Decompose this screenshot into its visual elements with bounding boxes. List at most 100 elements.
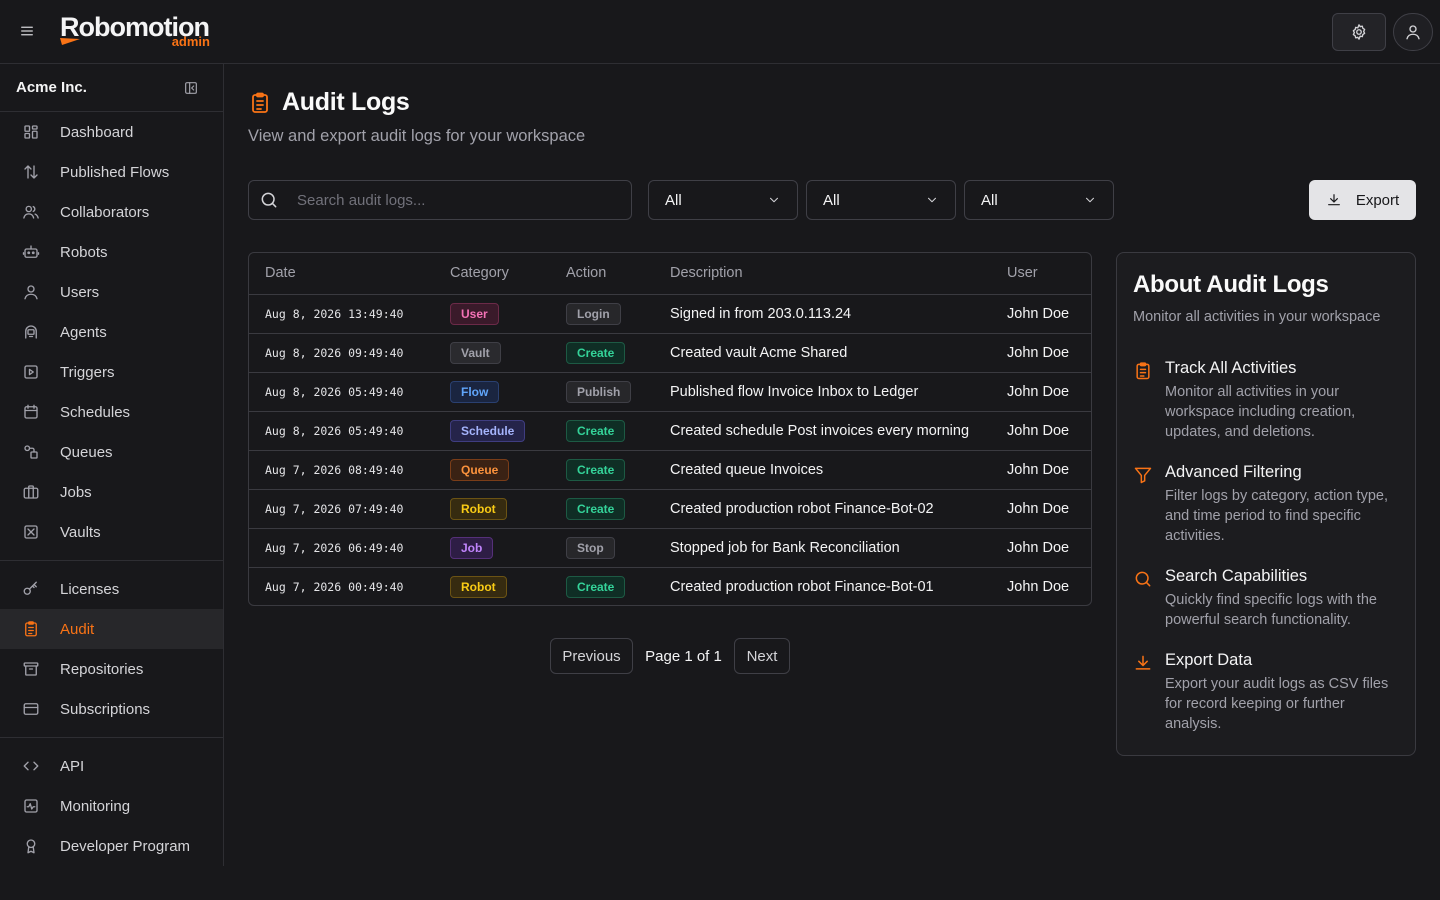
- sidebar-item-triggers[interactable]: Triggers: [0, 352, 223, 392]
- action-badge: Publish: [566, 380, 632, 403]
- search-box[interactable]: [248, 180, 632, 220]
- action-cell: Create: [550, 567, 654, 605]
- description-cell: Created vault Acme Shared: [654, 333, 991, 373]
- logo[interactable]: Robomotion admin: [60, 12, 220, 52]
- gear-icon: [1350, 23, 1368, 41]
- sidebar-item-api[interactable]: API: [0, 746, 223, 786]
- action-filter-select[interactable]: All: [806, 180, 956, 220]
- sidebar-item-label: Robots: [60, 243, 108, 261]
- date-cell: Aug 8, 2026 13:49:40: [249, 294, 434, 334]
- settings-button[interactable]: [1332, 13, 1386, 51]
- feature-description: Filter logs by category, action type, an…: [1165, 488, 1388, 544]
- sidebar-item-robots[interactable]: Robots: [0, 232, 223, 272]
- user-icon: [22, 283, 40, 301]
- column-header-date: Date: [249, 253, 434, 295]
- archive-icon: [22, 660, 40, 678]
- dashboard-icon: [22, 123, 40, 141]
- search-icon: [259, 190, 279, 210]
- download-icon: [1326, 192, 1342, 208]
- action-cell: Create: [550, 411, 654, 451]
- sidebar-item-schedules[interactable]: Schedules: [0, 392, 223, 432]
- org-name[interactable]: Acme Inc.: [16, 79, 87, 96]
- sidebar-item-licenses[interactable]: Licenses: [0, 569, 223, 609]
- user-menu-button[interactable]: [1393, 13, 1433, 51]
- action-badge: Create: [566, 575, 626, 598]
- export-button[interactable]: Export: [1309, 180, 1416, 220]
- sidebar-item-published-flows[interactable]: Published Flows: [0, 152, 223, 192]
- action-cell: Login: [550, 294, 654, 334]
- category-cell: Flow: [434, 372, 550, 412]
- briefcase-icon: [22, 483, 40, 501]
- about-panel: About Audit Logs Monitor all activities …: [1116, 252, 1416, 756]
- sidebar-item-label: Audit: [60, 620, 95, 638]
- feature-title: Advanced Filtering: [1165, 463, 1302, 481]
- table-row[interactable]: Aug 7, 2026 08:49:40 Queue Create Created q…: [249, 450, 1091, 490]
- about-subtitle: Monitor all activities in your workspace: [1133, 309, 1381, 325]
- about-title: About Audit Logs: [1133, 271, 1329, 298]
- table-row[interactable]: Aug 8, 2026 05:49:40 Schedule Create Create…: [249, 411, 1091, 451]
- logo-text: Robomotion: [60, 12, 210, 42]
- sidebar-item-subscriptions[interactable]: Subscriptions: [0, 689, 223, 729]
- sidebar-item-collaborators[interactable]: Collaborators: [0, 192, 223, 232]
- credit-card-icon: [22, 700, 40, 718]
- feature-title: Track All Activities: [1165, 359, 1297, 377]
- feature-title: Export Data: [1165, 651, 1253, 669]
- category-badge: User: [450, 302, 499, 325]
- sidebar-item-label: Collaborators: [60, 203, 150, 221]
- chevron-down-icon: [925, 193, 939, 207]
- table-row[interactable]: Aug 7, 2026 00:49:40 Robot Create Created p…: [249, 567, 1091, 605]
- sidebar-item-label: Monitoring: [60, 797, 131, 815]
- category-badge: Flow: [450, 380, 500, 403]
- category-cell: Vault: [434, 333, 550, 373]
- category-cell: User: [434, 294, 550, 334]
- category-badge: Schedule: [450, 419, 526, 442]
- filter-icon: [1133, 463, 1153, 546]
- nav-divider: [0, 560, 223, 561]
- sidebar-item-monitoring[interactable]: Monitoring: [0, 786, 223, 826]
- column-header-category: Category: [434, 253, 550, 295]
- table-row[interactable]: Aug 8, 2026 13:49:40 User Login Signed in f…: [249, 294, 1091, 334]
- category-cell: Queue: [434, 450, 550, 490]
- action-cell: Create: [550, 489, 654, 529]
- sidebar-item-vaults[interactable]: Vaults: [0, 512, 223, 552]
- description-cell: Created queue Invoices: [654, 450, 991, 490]
- description-cell: Created production robot Finance-Bot-02: [654, 489, 991, 529]
- sidebar-item-audit[interactable]: Audit: [0, 609, 223, 649]
- next-page-button[interactable]: Next: [734, 638, 790, 674]
- sidebar-item-queues[interactable]: Queues: [0, 432, 223, 472]
- sidebar-item-developer-program[interactable]: Developer Program: [0, 826, 223, 866]
- sidebar-item-label: Dashboard: [60, 123, 134, 141]
- date-cell: Aug 7, 2026 07:49:40: [249, 489, 434, 529]
- previous-page-button[interactable]: Previous: [550, 638, 633, 674]
- table-row[interactable]: Aug 8, 2026 09:49:40 Vault Create Created v…: [249, 333, 1091, 373]
- users-group-icon: [22, 203, 40, 221]
- sidebar-item-label: API: [60, 757, 85, 775]
- date-cell: Aug 7, 2026 08:49:40: [249, 450, 434, 490]
- feature-advanced-filtering: Advanced Filtering Filter logs by catego…: [1133, 463, 1403, 546]
- search-input[interactable]: [297, 191, 597, 209]
- time-filter-select[interactable]: All: [964, 180, 1114, 220]
- table-row[interactable]: Aug 8, 2026 05:49:40 Flow Publish Published…: [249, 372, 1091, 412]
- user-cell: John Doe: [991, 333, 1091, 373]
- clipboard-icon: [22, 620, 40, 638]
- sidebar-item-label: Repositories: [60, 660, 144, 678]
- category-cell: Robot: [434, 567, 550, 605]
- clipboard-icon: [1133, 359, 1153, 442]
- sidebar-item-dashboard[interactable]: Dashboard: [0, 112, 223, 152]
- user-cell: John Doe: [991, 411, 1091, 451]
- table-row[interactable]: Aug 7, 2026 07:49:40 Robot Create Created p…: [249, 489, 1091, 529]
- table-row[interactable]: Aug 7, 2026 06:49:40 Job Stop Stopped job f…: [249, 528, 1091, 568]
- sidebar-item-users[interactable]: Users: [0, 272, 223, 312]
- user-cell: John Doe: [991, 528, 1091, 568]
- sidebar-item-repositories[interactable]: Repositories: [0, 649, 223, 689]
- page-indicator: Page 1 of 1: [645, 647, 722, 665]
- sidebar-item-jobs[interactable]: Jobs: [0, 472, 223, 512]
- sidebar-item-label: Vaults: [60, 523, 101, 541]
- sidebar-item-agents[interactable]: Agents: [0, 312, 223, 352]
- description-cell: Published flow Invoice Inbox to Ledger: [654, 372, 991, 412]
- action-badge: Create: [566, 458, 626, 481]
- category-filter-select[interactable]: All: [648, 180, 798, 220]
- menu-icon[interactable]: [18, 22, 38, 42]
- sidebar-item-label: Triggers: [60, 363, 115, 381]
- sidebar-collapse-icon[interactable]: [183, 80, 199, 96]
